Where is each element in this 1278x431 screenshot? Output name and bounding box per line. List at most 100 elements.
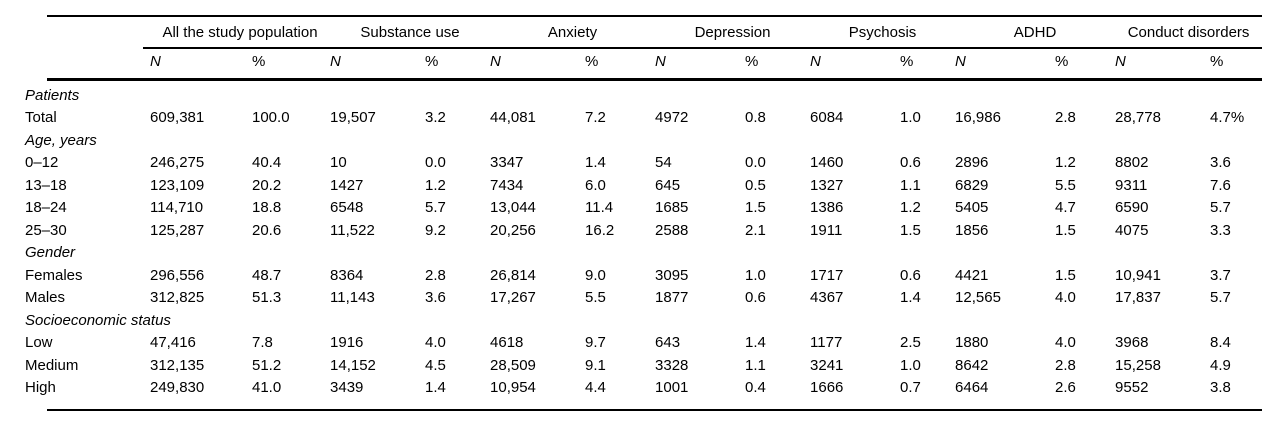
table-row-0-12: 0–12 246,275 40.4 10 0.0 3347 1.4 54 0.0 1460 0.6 2… [25,152,1262,175]
cell-n: 4618 [490,334,524,352]
cell-n: 5405 [955,199,989,217]
cell-n: 3095 [655,266,689,284]
cell-pct: 41.0 [252,379,282,397]
group-header-adhd: ADHD [1013,23,1057,41]
cell-n: 1177 [810,334,843,352]
group-header-conduct-disorders: Conduct disorders [1127,23,1250,41]
cell-pct: 4.7 [1055,199,1076,217]
cell-n: 246,275 [150,154,205,172]
col-header-n-anxiety: N [490,53,501,70]
cell-pct: 4.9 [1210,356,1231,374]
cell-pct: 9.2 [425,221,446,239]
header-body-rule [47,78,1262,81]
section-label: Socioeconomic status [25,311,171,329]
cell-n: 4421 [955,266,989,284]
cell-n: 44,081 [490,109,536,127]
table-row-high: High 249,830 41.0 3439 1.4 10,954 4.4 1001 0.4 16… [25,377,1262,400]
cell-n: 1856 [955,221,989,239]
row-label: 0–12 [25,154,59,172]
group-header-depression: Depression [694,23,771,41]
group-header-psychosis: Psychosis [848,23,917,41]
cell-n: 9311 [1115,176,1148,194]
group-header-rule [143,47,1262,49]
cell-pct: 1.5 [1055,221,1076,239]
row-label: Females [25,266,83,284]
col-header-n-substance-use: N [330,53,341,70]
cell-n: 4367 [810,289,844,307]
cell-pct: 1.5 [745,199,766,217]
cell-n: 1327 [810,176,844,194]
cell-pct: 1.0 [745,266,766,284]
cell-n: 10,941 [1115,266,1161,284]
cell-pct: 7.2 [585,109,606,127]
cell-n: 16,986 [955,109,1001,127]
col-header-pct-adhd: % [1055,53,1069,70]
cell-pct: 4.0 [425,334,446,352]
cell-n: 6829 [955,176,989,194]
cell-n: 26,814 [490,266,536,284]
table-row-females: Females 296,556 48.7 8364 2.8 26,814 9.0 3095 1.… [25,264,1262,287]
cell-n: 4075 [1115,221,1149,239]
cell-pct: 0.8 [745,109,766,127]
cell-pct: 1.4 [900,289,921,307]
col-header-pct-psychosis: % [900,53,914,70]
table-row-low: Low 47,416 7.8 1916 4.0 4618 9.7 643 1.4 1177 2.5 1… [25,332,1262,355]
cell-pct: 3.3 [1210,221,1231,239]
row-label: Males [25,289,66,307]
cell-n: 6464 [955,379,989,397]
cell-n: 1911 [810,221,843,239]
cell-pct: 4.0 [1055,334,1076,352]
cell-n: 2896 [955,154,989,172]
cell-pct: 11.4 [585,199,614,217]
cell-n: 125,287 [150,221,205,239]
cell-pct: 9.7 [585,334,606,352]
cell-n: 9552 [1115,379,1149,397]
cell-pct: 1.4 [585,154,606,172]
cell-n: 3328 [655,356,689,374]
cell-n: 28,778 [1115,109,1161,127]
col-header-pct-conduct-disorders: % [1210,53,1224,70]
group-header-all-the-study-population: All the study population [162,23,318,41]
cell-n: 1880 [955,334,989,352]
cell-pct: 2.8 [425,266,446,284]
cell-n: 17,267 [490,289,536,307]
group-header-row: All the study population Substance use Anx… [25,16,1262,48]
cell-n: 17,837 [1115,289,1161,307]
cell-n: 20,256 [490,221,536,239]
cell-n: 3439 [330,379,364,397]
section-label: Age, years [25,131,97,149]
cell-pct: 4.7% [1210,109,1245,127]
cell-pct: 0.4 [745,379,766,397]
cell-n: 1666 [810,379,844,397]
cell-n: 10 [330,154,347,172]
cell-pct: 1.1 [900,176,921,194]
cell-n: 1916 [330,334,364,352]
cell-n: 296,556 [150,266,205,284]
table-top-rule [47,15,1262,17]
cell-pct: 48.7 [252,266,282,284]
cell-n: 8802 [1115,154,1149,172]
cell-n: 1685 [655,199,689,217]
row-label: Low [25,334,53,352]
row-label: High [25,379,56,397]
table-row-medium: Medium 312,135 51.2 14,152 4.5 28,509 9.1 3328 1… [25,354,1262,377]
cell-pct: 1.2 [1055,154,1076,172]
row-label: 13–18 [25,176,67,194]
cell-pct: 2.6 [1055,379,1076,397]
table-row-13-18: 13–18 123,109 20.2 1427 1.2 7434 6.0 645 0.5 1327… [25,174,1262,197]
cell-n: 1001 [655,379,689,397]
cell-pct: 3.8 [1210,379,1231,397]
col-header-pct-anxiety: % [585,53,599,70]
cell-pct: 1.5 [1055,266,1076,284]
cell-n: 11,143 [330,289,375,307]
cell-pct: 0.5 [745,176,766,194]
section-row-patients: Patients [25,84,1262,107]
cell-pct: 7.8 [252,334,273,352]
cell-n: 12,565 [955,289,1001,307]
row-label: Medium [25,356,79,374]
cell-pct: 8.4 [1210,334,1231,352]
table-row-total: Total 609,381 100.0 19,507 3.2 44,081 7.2 4972 0… [25,107,1262,130]
cell-pct: 9.1 [585,356,606,374]
cell-n: 11,522 [330,221,375,239]
